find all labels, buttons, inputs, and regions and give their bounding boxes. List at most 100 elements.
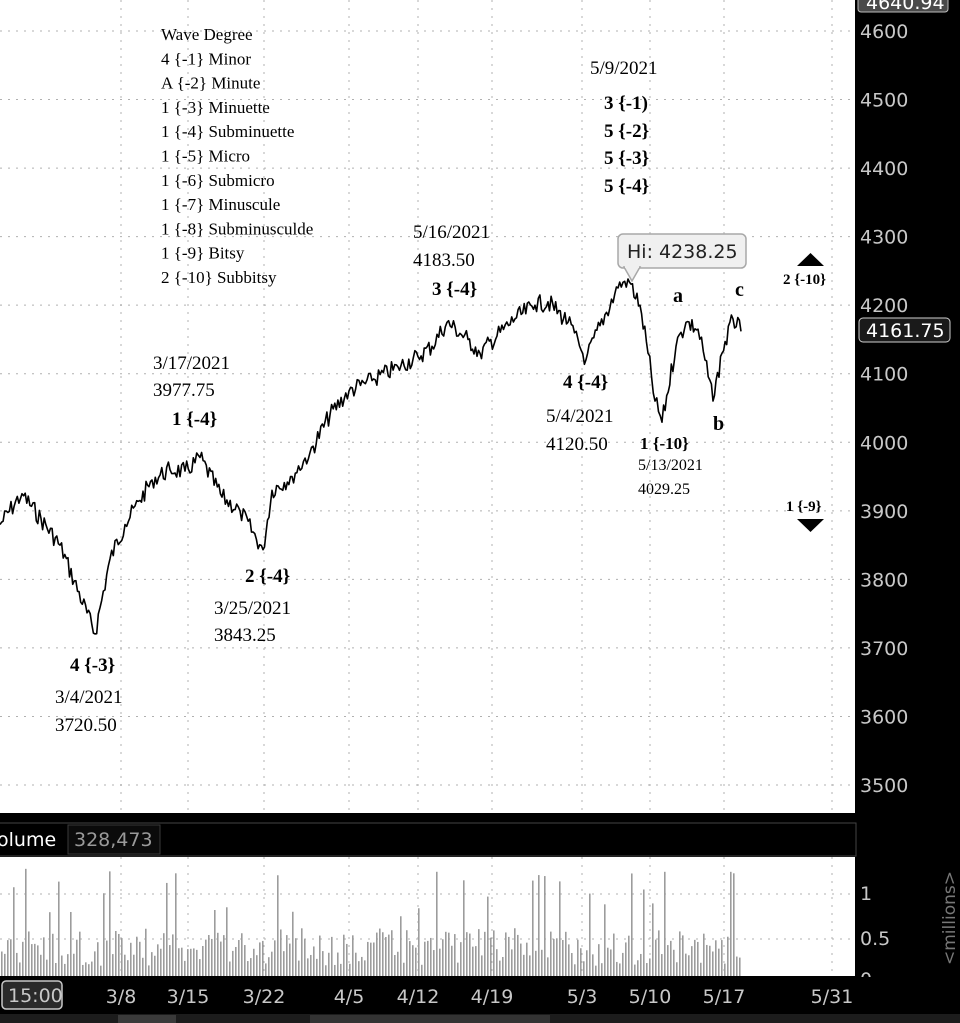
volume-bar <box>505 932 507 976</box>
volume-bar <box>160 948 162 976</box>
volume-bar <box>622 952 624 976</box>
date-tick-label: 3/22 <box>243 986 286 1008</box>
volume-bar <box>619 963 621 976</box>
projection-up-label: 2 {-10} <box>783 272 826 288</box>
volume-bar <box>700 962 702 976</box>
volume-bar <box>412 945 414 976</box>
volume-bar <box>166 882 168 976</box>
volume-bar <box>628 935 630 976</box>
volume-bar <box>217 932 219 976</box>
wave-label-5-9-subminuette: 5 {-4} <box>604 176 649 197</box>
volume-bar <box>7 940 9 976</box>
volume-bar <box>667 945 669 976</box>
volume-bar <box>61 955 63 976</box>
volume-bar <box>28 931 30 976</box>
volume-bar <box>334 964 336 976</box>
volume-bar <box>379 928 381 976</box>
volume-bar <box>73 953 75 976</box>
legend-line: 1 {-3} Minuette <box>161 98 270 117</box>
wave-label-b: b <box>713 413 724 435</box>
wave-label-5-9-minor: 3 {-1) <box>604 93 648 114</box>
volume-bar <box>703 933 705 976</box>
volume-bar <box>739 957 741 976</box>
date-label-5-9: 5/9/2021 <box>590 58 658 79</box>
volume-bar <box>142 957 144 976</box>
volume-bar <box>145 928 147 976</box>
volume-bar <box>430 937 432 976</box>
volume-bar <box>85 962 87 976</box>
volume-bar <box>556 938 558 976</box>
wave-label-5-4: 4 {-4} <box>563 372 608 393</box>
volume-bar <box>193 948 195 976</box>
volume-bar <box>37 945 39 976</box>
legend-line: 2 {-10} Subbitsy <box>161 268 277 287</box>
volume-bar <box>52 933 54 976</box>
price-label-5-4: 4120.50 <box>546 434 608 455</box>
scrollbar-thumb-left[interactable] <box>118 1015 176 1023</box>
volume-bar <box>391 930 393 976</box>
volume-bar <box>157 944 159 976</box>
volume-bar <box>313 946 315 976</box>
high-bubble: Hi: 4238.25 <box>617 233 747 283</box>
date-label-3-17: 3/17/2021 <box>153 353 230 374</box>
volume-bar <box>649 958 651 976</box>
volume-bar <box>196 949 198 976</box>
volume-bar <box>244 945 246 976</box>
wave-label-5-13: 1 {-10} <box>640 434 689 453</box>
volume-bar <box>319 935 321 976</box>
volume-bar <box>154 955 156 976</box>
volume-bar <box>490 937 492 976</box>
price-panel <box>0 0 855 813</box>
volume-bar <box>604 904 606 976</box>
date-label-3-25: 3/25/2021 <box>214 598 291 619</box>
volume-bar <box>262 940 264 976</box>
volume-bar <box>340 963 342 976</box>
date-axis: 3/8 3/15 3/22 4/5 4/12 4/19 5/3 5/10 5/17 5/31 <box>106 986 854 1008</box>
price-label-3-4: 3720.50 <box>55 715 117 736</box>
scrollbar-thumb-main[interactable] <box>310 1015 550 1023</box>
volume-bar <box>385 937 387 976</box>
volume-bar <box>646 963 648 976</box>
volume-bar <box>259 942 261 976</box>
volume-bar <box>718 948 720 976</box>
volume-bar <box>496 949 498 976</box>
volume-bar <box>250 958 252 976</box>
volume-bar <box>232 950 234 976</box>
price-tick-label: 4100 <box>860 364 908 386</box>
volume-bar <box>22 941 24 976</box>
volume-bar <box>478 929 480 976</box>
high-label: Hi: 4238.25 <box>627 241 738 263</box>
volume-bar <box>394 955 396 976</box>
volume-bar <box>466 932 468 976</box>
volume-bar <box>118 933 120 976</box>
volume-bar <box>256 955 258 976</box>
volume-bar <box>376 932 378 976</box>
price-tick-label: 3600 <box>860 706 908 728</box>
volume-bar <box>124 954 126 976</box>
time-frame-button[interactable]: 15:00 <box>1 980 63 1010</box>
volume-bar <box>373 942 375 976</box>
volume-bar <box>565 931 567 976</box>
volume-bar <box>670 940 672 976</box>
volume-bar <box>541 949 543 976</box>
volume-bar <box>46 959 48 976</box>
wave-label-c: c <box>735 279 744 301</box>
volume-bar <box>535 950 537 976</box>
volume-bar <box>268 957 270 976</box>
volume-bar <box>562 940 564 976</box>
volume-bar <box>418 908 420 976</box>
volume-bar <box>577 939 579 976</box>
volume-bar <box>640 953 642 976</box>
volume-bar <box>271 951 273 976</box>
volume-bar <box>190 948 192 976</box>
volume-bar <box>238 940 240 976</box>
volume-bar <box>178 948 180 976</box>
volume-bar <box>19 962 21 976</box>
volume-bar <box>337 952 339 976</box>
wave-label-3-25: 2 {-4} <box>245 566 290 587</box>
wave-label-a: a <box>673 285 683 307</box>
volume-bar <box>211 938 213 976</box>
time-frame-label: 15:00 <box>8 985 63 1007</box>
volume-bar <box>709 945 711 976</box>
volume-bar <box>673 949 675 976</box>
